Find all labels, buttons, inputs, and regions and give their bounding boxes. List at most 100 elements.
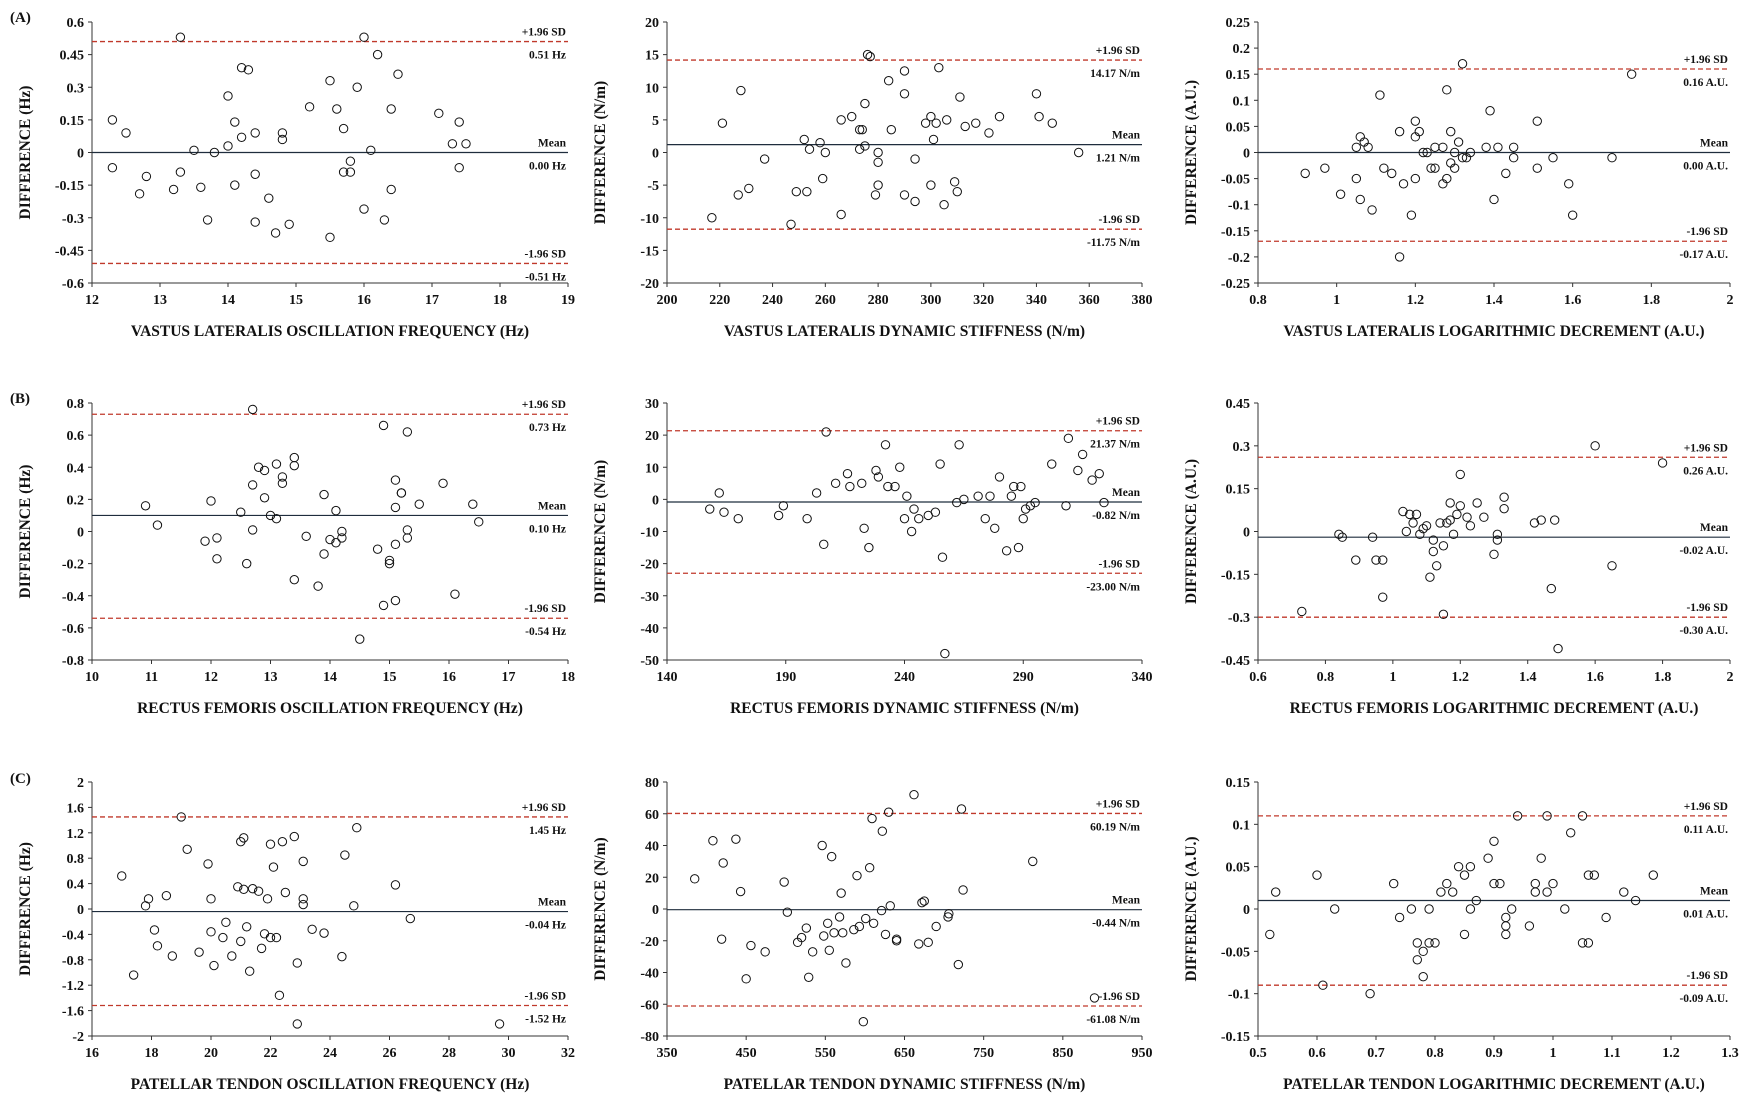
data-point xyxy=(1442,518,1452,528)
data-point xyxy=(494,1019,505,1029)
data-point xyxy=(973,491,983,501)
data-point xyxy=(1577,811,1588,821)
data-point xyxy=(1457,59,1468,69)
data-point xyxy=(1401,526,1412,537)
data-point xyxy=(227,951,237,961)
data-point xyxy=(824,945,834,955)
data-point xyxy=(910,154,920,164)
data-point xyxy=(1442,878,1452,889)
data-point xyxy=(1583,938,1594,948)
data-point xyxy=(1016,481,1026,492)
y-tick-label: 0.4 xyxy=(67,878,85,893)
mean-value: 1.21 N/m xyxy=(1096,153,1141,165)
x-tick-label: 20 xyxy=(204,1046,218,1061)
data-point xyxy=(332,104,342,114)
data-point xyxy=(930,507,941,517)
y-tick-label: 0.1 xyxy=(1233,94,1251,109)
data-point xyxy=(1590,441,1600,451)
data-point xyxy=(909,790,919,800)
data-point xyxy=(1564,179,1574,189)
data-point xyxy=(870,190,881,200)
data-point xyxy=(823,918,833,928)
x-tick-label: 28 xyxy=(442,1046,456,1061)
x-axis-title: VASTUS LATERALIS OSCILLATION FREQUENCY (… xyxy=(131,323,529,340)
mean-label: Mean xyxy=(1700,886,1729,898)
data-point xyxy=(1418,972,1428,982)
data-point xyxy=(1430,142,1440,152)
data-point xyxy=(1001,546,1012,556)
x-tick-label: 15 xyxy=(289,293,303,308)
data-point xyxy=(402,525,413,535)
data-point xyxy=(859,523,869,533)
y-tick-label: 0.4 xyxy=(67,461,85,476)
x-tick-label: 1.8 xyxy=(1654,670,1672,685)
mean-value: 0.01 A.U. xyxy=(1683,909,1728,921)
data-point xyxy=(883,807,894,817)
x-tick-label: 11 xyxy=(145,670,158,685)
y-tick-label: -40 xyxy=(640,967,659,982)
data-point xyxy=(1047,118,1057,128)
data-point xyxy=(854,921,865,932)
data-point xyxy=(1465,147,1476,158)
data-point xyxy=(250,217,260,227)
data-point xyxy=(390,539,401,550)
data-point xyxy=(826,851,837,862)
x-tick-label: 14 xyxy=(221,293,235,308)
y-tick-label: 0.6 xyxy=(67,16,85,31)
y-tick-label: 5 xyxy=(652,114,659,129)
y-tick-label: -0.15 xyxy=(1221,568,1250,583)
data-point xyxy=(862,49,873,60)
upper-limit-label: +1.96 SD xyxy=(1684,442,1728,454)
data-point xyxy=(189,145,199,156)
data-point xyxy=(1499,492,1509,502)
x-tick-label: 13 xyxy=(264,670,278,685)
y-tick-label: 0 xyxy=(77,903,84,918)
data-point xyxy=(1459,870,1470,880)
data-point xyxy=(1300,168,1310,179)
data-point xyxy=(1398,506,1408,517)
x-tick-label: 290 xyxy=(1013,670,1034,685)
x-tick-label: 1 xyxy=(1389,670,1396,685)
data-point xyxy=(931,921,941,932)
data-point xyxy=(230,117,240,127)
data-point xyxy=(955,92,965,102)
y-tick-label: -0.1 xyxy=(1228,988,1250,1003)
data-point xyxy=(1418,523,1428,534)
data-point xyxy=(956,804,967,814)
data-point xyxy=(337,533,347,543)
data-point xyxy=(345,156,356,166)
data-point xyxy=(247,480,258,490)
data-point xyxy=(1501,921,1511,931)
data-point xyxy=(379,215,390,225)
data-point xyxy=(454,163,464,173)
lower-limit-value: -61.08 N/m xyxy=(1086,1014,1140,1026)
y-tick-label: 0.1 xyxy=(1233,818,1251,833)
upper-limit-label: +1.96 SD xyxy=(522,27,566,39)
data-point xyxy=(1394,912,1405,923)
data-point xyxy=(212,533,222,543)
y-tick-label: -0.2 xyxy=(62,558,84,573)
x-tick-label: 1.1 xyxy=(1603,1046,1621,1061)
x-tick-label: 240 xyxy=(762,293,783,308)
data-point xyxy=(277,134,288,145)
data-point xyxy=(994,472,1005,482)
data-point xyxy=(337,526,347,537)
chart-b3: -0.45 -0.3 -0.15 0 0.15 0.3 0.45 0.6 0.8 1 1.2 1.4 1… xyxy=(1183,397,1734,717)
y-tick-label: 0 xyxy=(77,147,84,162)
data-point xyxy=(243,65,254,75)
data-point xyxy=(958,885,968,895)
y-tick-label: -1.6 xyxy=(62,1005,84,1020)
y-tick-label: 10 xyxy=(645,81,659,96)
data-point xyxy=(298,856,308,867)
x-tick-label: 450 xyxy=(736,1046,757,1061)
data-point xyxy=(390,595,401,606)
data-point xyxy=(1445,515,1455,525)
x-tick-label: 14 xyxy=(323,670,337,685)
data-point xyxy=(1394,252,1405,262)
data-point xyxy=(890,481,900,492)
data-point xyxy=(338,167,349,177)
data-point xyxy=(1061,501,1071,511)
x-tick-label: 12 xyxy=(204,670,218,685)
data-point xyxy=(242,922,252,932)
